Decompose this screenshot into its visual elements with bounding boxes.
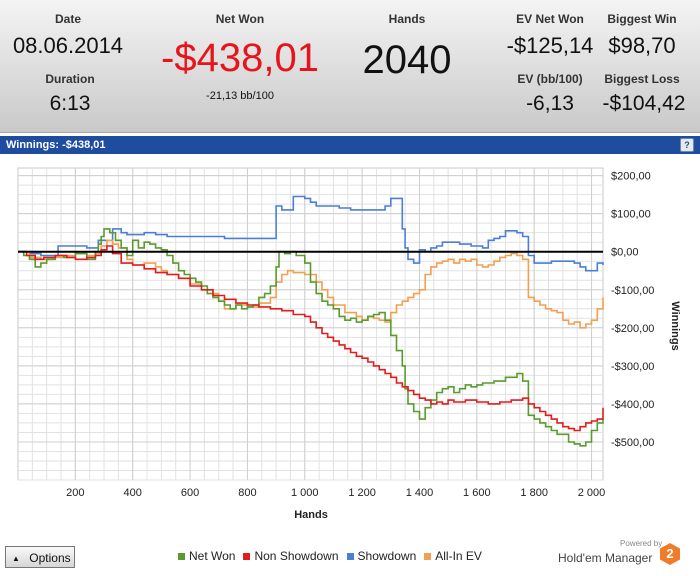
x-tick-label: 1 200 xyxy=(348,487,376,499)
ev-net-won-value: -$125,14 xyxy=(506,33,594,58)
chart-legend: Net Won Non Showdown Showdown All-In EV xyxy=(178,549,490,563)
biggest-win-label: Biggest Win xyxy=(607,12,677,26)
y-tick-label: $100,00 xyxy=(611,209,651,221)
x-tick-label: 600 xyxy=(181,487,199,499)
duration-label: Duration xyxy=(45,72,95,86)
legend-swatch xyxy=(424,553,432,560)
series-net-won xyxy=(18,228,604,447)
up-arrow-icon: ▲ xyxy=(12,554,20,563)
winnings-chart: 200 400 600 800 1 000 1 200 1 400 1 600 1 800 2 0… xyxy=(17,167,681,521)
biggest-loss-label: Biggest Loss xyxy=(604,72,680,86)
y-tick-label: -$400,00 xyxy=(611,399,654,411)
date-label: Date xyxy=(54,12,81,26)
chart-axes: 200 400 600 800 1 000 1 200 1 400 1 600 1 800 2 0… xyxy=(66,171,654,499)
biggest-win-value: $98,70 xyxy=(608,33,676,58)
x-tick-label: 1 800 xyxy=(520,487,548,499)
x-tick-label: 800 xyxy=(238,487,256,499)
series-showdown xyxy=(18,195,604,272)
date-value: 08.06.2014 xyxy=(12,33,124,58)
legend-swatch xyxy=(178,553,185,560)
legend-label: All-In EV xyxy=(435,549,482,563)
help-icon[interactable]: ? xyxy=(680,138,694,152)
winnings-title: Winnings: -$438,01 xyxy=(6,139,106,151)
series-non-showdown xyxy=(18,245,604,432)
legend-label: Net Won xyxy=(189,549,236,563)
net-won-value: -$438,01 xyxy=(161,36,319,80)
x-tick-label: 2 000 xyxy=(578,487,606,499)
hm2-logo-icon: 2 xyxy=(660,543,680,565)
legend-swatch xyxy=(346,553,354,560)
y-tick-label: $200,00 xyxy=(611,171,651,183)
legend-item: Non Showdown xyxy=(243,549,339,563)
y-tick-label: -$300,00 xyxy=(611,361,654,373)
legend-item: Showdown xyxy=(346,549,417,563)
x-tick-label: 1 400 xyxy=(406,487,434,499)
legend-item: All-In EV xyxy=(424,549,482,563)
x-tick-label: 1 000 xyxy=(291,487,319,499)
y-tick-label: -$200,00 xyxy=(611,323,654,335)
legend-label: Showdown xyxy=(357,549,417,563)
x-tick-label: 200 xyxy=(66,487,84,499)
net-won-label: Net Won xyxy=(215,12,265,26)
duration-value: 6:13 xyxy=(49,92,91,115)
net-won-bb100: -21,13 bb/100 xyxy=(206,90,274,102)
powered-by-text: Powered by xyxy=(620,539,663,548)
holdem-manager-brand: Powered by Hold'em Manager 2 xyxy=(558,539,683,569)
ev-net-won-label: EV Net Won xyxy=(516,12,584,26)
ev-bb100-label: EV (bb/100) xyxy=(517,72,583,86)
x-tick-label: 400 xyxy=(124,487,142,499)
hands-label: Hands xyxy=(388,12,426,26)
biggest-loss-value: -$104,42 xyxy=(602,92,686,115)
legend-item: Net Won xyxy=(178,549,235,563)
brand-name: Hold'em Manager xyxy=(558,551,653,565)
chart-grid xyxy=(17,167,604,481)
options-label: Options xyxy=(29,551,71,565)
y-tick-label: -$100,00 xyxy=(611,285,654,297)
chart-series xyxy=(18,195,604,447)
chart-title-bar: Winnings: -$438,01 ? xyxy=(0,136,700,154)
options-button[interactable]: ▲ Options xyxy=(5,546,75,568)
legend-label: Non Showdown xyxy=(254,549,339,563)
x-axis-label: Hands xyxy=(294,509,328,521)
legend-swatch xyxy=(243,553,251,560)
hands-value: 2040 xyxy=(362,38,452,82)
y-tick-label: $0,00 xyxy=(611,247,639,259)
stats-header: Date 08.06.2014 Duration 6:13 Net Won -$… xyxy=(0,0,700,133)
plot-area xyxy=(17,167,604,481)
x-tick-label: 1 600 xyxy=(463,487,491,499)
ev-bb100-value: -6,13 xyxy=(526,92,574,115)
y-axis-label: Winnings xyxy=(669,301,681,350)
y-tick-label: -$500,00 xyxy=(611,437,654,449)
